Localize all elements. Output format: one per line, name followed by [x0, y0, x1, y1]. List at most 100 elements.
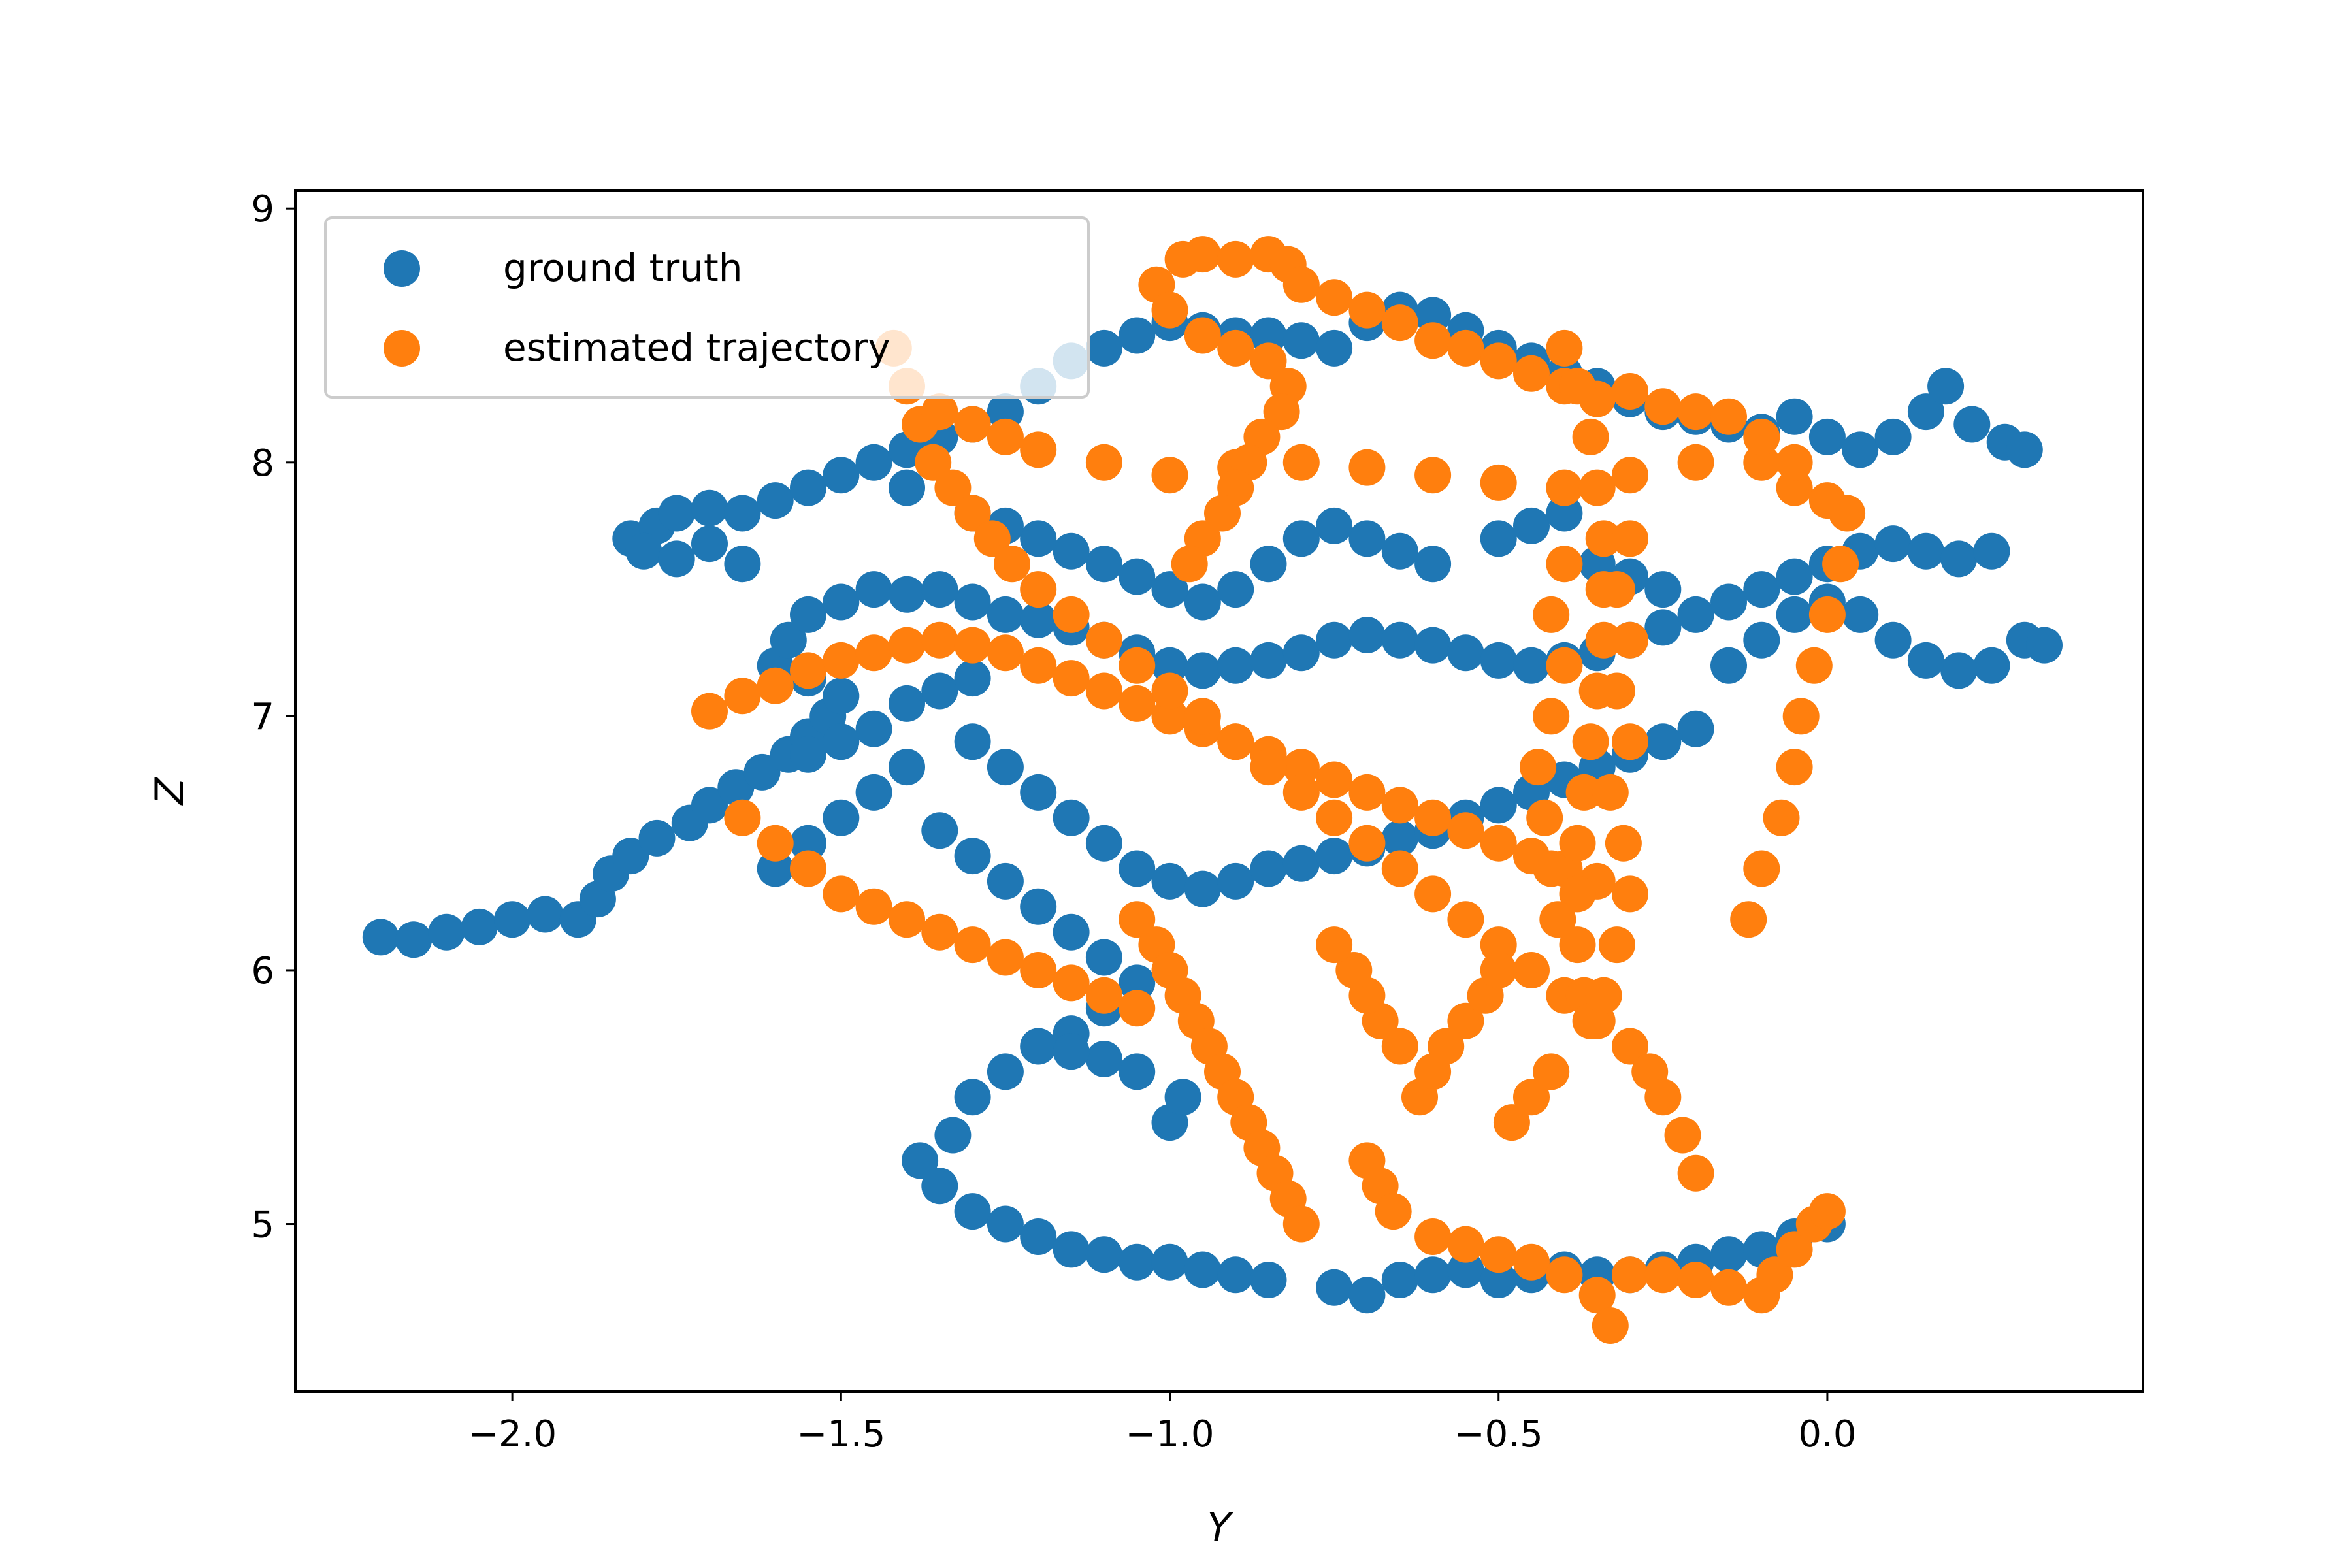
data-point [1480, 642, 1517, 679]
data-point [902, 1142, 939, 1179]
data-point [987, 418, 1024, 455]
data-point [1447, 1251, 1484, 1288]
data-point [1020, 647, 1057, 684]
data-point [428, 913, 465, 951]
data-point [1559, 825, 1596, 862]
data-point [1316, 507, 1353, 544]
data-point [1250, 850, 1287, 887]
data-point [1020, 952, 1057, 988]
data-point [1250, 342, 1287, 380]
data-point [724, 546, 761, 583]
data-point [757, 850, 794, 887]
data-point [1447, 812, 1484, 849]
data-point [1585, 621, 1622, 659]
data-point [1335, 952, 1373, 988]
data-point [1020, 431, 1057, 468]
data-point [1085, 546, 1122, 583]
data-point [1020, 520, 1057, 557]
data-point [1119, 1243, 1156, 1281]
data-point [1480, 926, 1517, 964]
data-point [921, 1168, 958, 1205]
data-point [494, 901, 531, 938]
data-point [1348, 825, 1386, 862]
data-point [889, 749, 925, 786]
data-point [790, 469, 826, 506]
data-point [1644, 1079, 1682, 1116]
data-point [994, 546, 1030, 583]
axes-layer: −2.0 −1.5 −1.0 −0.5 0.0 5 6 7 8 9 [251, 188, 1856, 1456]
data-point [1533, 1053, 1570, 1090]
data-point [1085, 1236, 1122, 1273]
data-point [1533, 850, 1570, 887]
plot-frame [294, 189, 2144, 1393]
data-point [1282, 520, 1320, 557]
data-point [823, 799, 860, 836]
data-point [1316, 799, 1353, 836]
data-point [1282, 774, 1320, 811]
data-point [1808, 418, 1846, 455]
data-point [1316, 761, 1353, 798]
data-point [1414, 875, 1452, 913]
data-point [362, 919, 399, 956]
data-point [889, 627, 925, 664]
data-point [1316, 838, 1353, 875]
data-point [1940, 652, 1978, 689]
data-point [1282, 444, 1320, 481]
data-point [1085, 621, 1122, 659]
data-point [1217, 647, 1254, 684]
data-point [1533, 698, 1570, 735]
data-point [1598, 571, 1635, 608]
data-point [1612, 1256, 1648, 1294]
data-point [1375, 1193, 1412, 1230]
data-point [757, 482, 794, 519]
data-point [954, 1079, 991, 1116]
data-point [1585, 520, 1622, 557]
data-point [1493, 1104, 1530, 1141]
data-point [889, 576, 925, 613]
data-point [823, 583, 860, 621]
data-point [1743, 621, 1780, 659]
data-point [1592, 774, 1629, 811]
data-point [1085, 977, 1122, 1014]
data-point [1782, 698, 1820, 735]
data-point [855, 710, 892, 747]
data-point [921, 812, 958, 849]
data-point [1119, 647, 1156, 684]
data-point [1348, 774, 1386, 811]
data-point [1677, 710, 1714, 747]
data-point [1217, 571, 1254, 608]
data-point [1776, 558, 1813, 595]
y-tick-label: 6 [251, 950, 274, 992]
legend-label-estimated-trajectory: estimated trajectory [503, 325, 890, 370]
data-point [1151, 698, 1188, 735]
data-point [921, 571, 958, 608]
data-point [1513, 647, 1550, 684]
data-point [823, 642, 860, 679]
data-point [1546, 495, 1583, 532]
data-point [1151, 672, 1188, 710]
data-point [1874, 525, 1912, 563]
data-point [1612, 875, 1648, 913]
data-point [954, 627, 991, 664]
data-point [1520, 749, 1557, 786]
data-point [1480, 825, 1517, 862]
data-point [1348, 520, 1386, 557]
data-point [1874, 418, 1912, 455]
data-point [691, 525, 728, 563]
data-point [954, 1193, 991, 1230]
data-point [1414, 1218, 1452, 1255]
data-point [889, 469, 925, 506]
data-point [527, 896, 564, 933]
data-point [973, 520, 1011, 557]
data-point [1119, 1053, 1156, 1090]
data-point [1282, 266, 1320, 303]
data-point [790, 652, 826, 689]
data-point [1710, 647, 1747, 684]
data-point [757, 667, 794, 704]
data-point [1546, 1256, 1583, 1294]
data-point [1151, 862, 1188, 900]
data-point [1585, 977, 1622, 1014]
data-point [1184, 317, 1221, 354]
data-point [1743, 850, 1780, 887]
data-point [1184, 583, 1221, 621]
